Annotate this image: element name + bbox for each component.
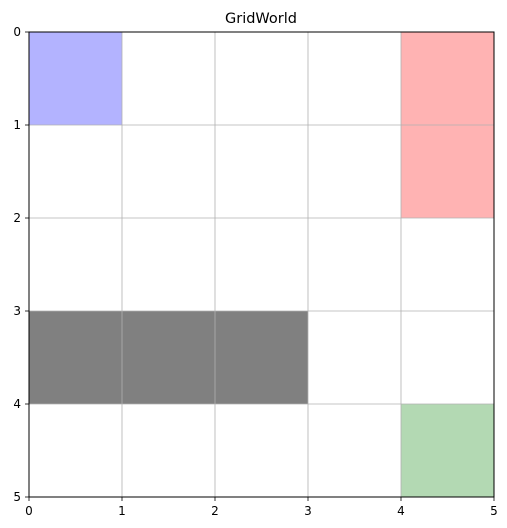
x-tick-label: 1 (118, 504, 126, 518)
y-tick-label: 2 (13, 211, 21, 225)
x-tick-label: 3 (304, 504, 312, 518)
cell-goal (401, 404, 494, 497)
y-tick-label: 5 (13, 490, 21, 504)
cells-layer (29, 32, 494, 497)
y-tick-label: 4 (13, 397, 21, 411)
cell-agent (29, 32, 122, 125)
plot-title: GridWorld (225, 11, 297, 27)
x-tick-label: 4 (397, 504, 405, 518)
cell-wall (122, 311, 215, 404)
x-tick-label: 2 (211, 504, 219, 518)
cell-hazard (401, 125, 494, 218)
y-tick-label: 1 (13, 118, 21, 132)
cell-wall (215, 311, 308, 404)
y-tick-label: 0 (13, 25, 21, 39)
grid-lines (29, 32, 494, 497)
cell-hazard (401, 32, 494, 125)
x-tick-label: 0 (25, 504, 33, 518)
x-tick-label: 5 (490, 504, 498, 518)
y-axis-ticks: 0 1 2 3 4 5 (13, 25, 29, 504)
x-axis-ticks: 0 1 2 3 4 5 (25, 497, 498, 518)
cell-wall (29, 311, 122, 404)
plot-frame (28, 31, 495, 498)
y-tick-label: 3 (13, 304, 21, 318)
grid-plot-area: 0 1 2 3 4 5 0 1 2 3 4 5 (13, 25, 497, 518)
